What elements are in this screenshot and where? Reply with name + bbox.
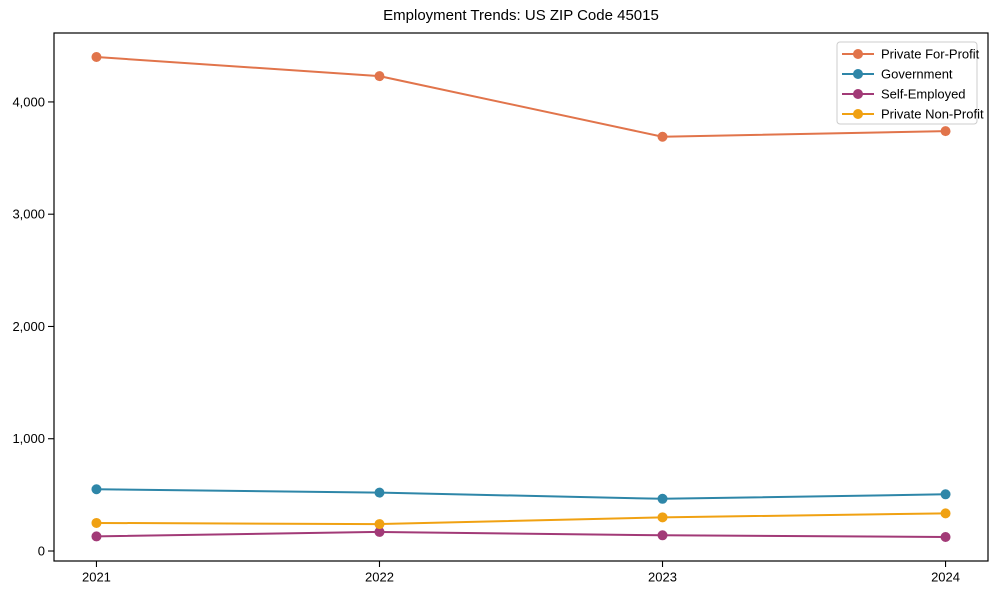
chart-title: Employment Trends: US ZIP Code 45015 xyxy=(383,7,659,24)
legend-marker-self-employed xyxy=(853,89,863,99)
data-point-private-non-profit xyxy=(657,512,668,523)
data-point-private-non-profit xyxy=(940,508,951,519)
data-point-government xyxy=(657,493,668,504)
legend-marker-private-for-profit xyxy=(853,49,863,59)
data-point-government xyxy=(374,487,385,498)
series-line-private-non-profit xyxy=(96,512,946,526)
legend-label-private-non-profit: Private Non-Profit xyxy=(881,107,984,122)
series-self-employed xyxy=(91,526,951,542)
data-point-private-non-profit xyxy=(91,517,102,528)
data-point-private-for-profit xyxy=(374,71,385,82)
series-line-private-for-profit xyxy=(96,56,946,138)
data-point-private-for-profit xyxy=(657,131,668,142)
legend-marker-government xyxy=(853,69,863,79)
legend-label-self-employed: Self-Employed xyxy=(881,87,966,102)
y-tick-label: 4,000 xyxy=(12,94,45,109)
data-point-private-non-profit xyxy=(374,519,385,530)
series-line-government xyxy=(96,488,946,500)
legend-label-government: Government xyxy=(881,67,953,82)
y-tick-label: 2,000 xyxy=(12,319,45,334)
series-government xyxy=(91,484,951,504)
legend: Private For-Profit Government Self-Employe… xyxy=(836,41,984,125)
y-tick-label: 3,000 xyxy=(12,207,45,222)
y-tick-label: 1,000 xyxy=(12,431,45,446)
data-point-self-employed xyxy=(91,531,102,542)
x-tick-label: 2023 xyxy=(648,570,677,585)
axes-frame xyxy=(53,32,989,562)
y-tick-label: 0 xyxy=(38,544,45,559)
series-private-for-profit xyxy=(91,52,951,142)
x-tick-label: 2021 xyxy=(82,570,111,585)
data-point-self-employed xyxy=(374,526,385,537)
x-tick-label: 2024 xyxy=(931,570,960,585)
data-point-government xyxy=(91,484,102,495)
legend-marker-private-non-profit xyxy=(853,109,863,119)
data-point-self-employed xyxy=(657,530,668,541)
legend-frame xyxy=(836,41,978,125)
series-private-non-profit xyxy=(91,508,951,530)
data-point-private-for-profit xyxy=(91,52,102,63)
series-line-self-employed xyxy=(96,530,946,538)
data-point-private-for-profit xyxy=(940,126,951,137)
legend-label-private-for-profit: Private For-Profit xyxy=(881,47,980,62)
data-point-self-employed xyxy=(940,531,951,542)
x-tick-label: 2022 xyxy=(365,570,394,585)
data-point-government xyxy=(940,489,951,500)
